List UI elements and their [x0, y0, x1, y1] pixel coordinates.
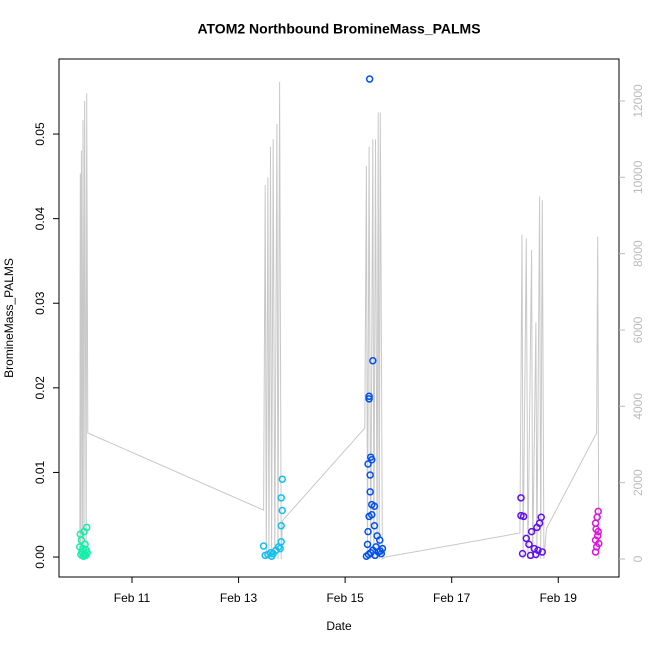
point [593, 532, 602, 540]
point [363, 540, 372, 549]
y2-tick-label: 2000 [631, 469, 645, 496]
point [365, 512, 373, 521]
point [77, 536, 86, 544]
point [278, 475, 287, 483]
y2-tick-label: 12000 [631, 84, 645, 118]
point [365, 395, 373, 403]
point [517, 494, 525, 502]
y-tick-label: 0.01 [33, 460, 47, 484]
chart-title: ATOM2 Northbound BromineMass_PALMS [197, 21, 480, 37]
x-axis-label: Date [326, 619, 352, 633]
point [366, 471, 374, 479]
point [83, 549, 91, 557]
point [519, 512, 528, 521]
point [376, 536, 384, 544]
y-tick-label: 0.04 [33, 207, 47, 231]
point [365, 75, 374, 83]
x-tick-label: Feb 17 [433, 591, 471, 605]
point [278, 506, 287, 515]
point [364, 460, 372, 468]
point [533, 523, 541, 532]
y2-tick-label: 4000 [631, 393, 645, 420]
point [525, 540, 533, 549]
y-tick-label: 0.02 [33, 376, 47, 400]
point [274, 543, 283, 551]
x-tick-label: Feb 13 [220, 591, 258, 605]
point [370, 502, 379, 511]
x-tick-label: Feb 11 [114, 591, 151, 605]
point [591, 548, 600, 556]
y-tick-label: 0.03 [33, 291, 47, 315]
plot-box [58, 58, 620, 578]
point [362, 552, 371, 560]
point [370, 521, 379, 530]
point [538, 548, 547, 556]
point [522, 534, 531, 543]
y2-tick-label: 6000 [631, 316, 645, 343]
point [80, 527, 88, 536]
point [592, 525, 600, 533]
point [369, 357, 377, 365]
point [595, 539, 603, 548]
point [364, 527, 372, 536]
point [365, 392, 373, 401]
y2-tick-label: 0 [631, 555, 645, 562]
y2-tick-label: 10000 [631, 160, 645, 194]
y-tick-label: 0.00 [33, 545, 47, 569]
point [376, 547, 385, 555]
point [527, 527, 536, 536]
y-tick-label: 0.05 [33, 122, 47, 146]
point [277, 494, 285, 502]
point [277, 521, 285, 530]
point [267, 552, 276, 560]
point [518, 549, 527, 558]
point [259, 542, 268, 550]
y2-tick-label: 8000 [631, 240, 645, 267]
point [366, 488, 374, 496]
point [526, 551, 535, 560]
point [371, 551, 379, 560]
y-axis-label: BromineMass_PALMS [2, 258, 16, 378]
x-tick-label: Feb 19 [540, 591, 578, 605]
point [368, 455, 376, 464]
altitude-line [79, 81, 600, 560]
point [276, 544, 284, 553]
x-tick-label: Feb 15 [326, 591, 364, 605]
